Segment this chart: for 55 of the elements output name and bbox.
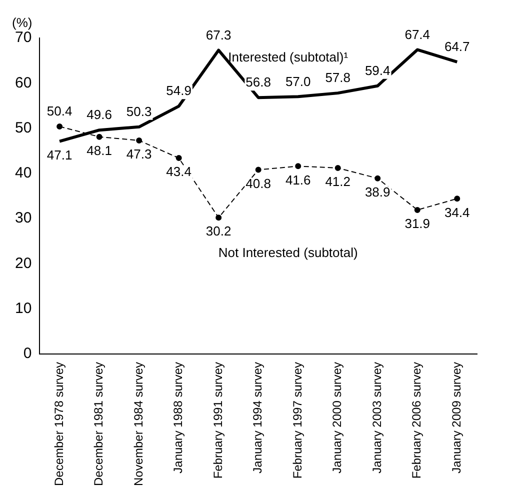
- x-tick-label: January 1988 survey: [171, 362, 186, 474]
- point: [255, 166, 262, 173]
- data-label: 56.8: [246, 74, 271, 90]
- data-label: 48.1: [86, 142, 112, 158]
- data-label: 57.8: [325, 70, 351, 86]
- data-label: 40.8: [246, 176, 271, 191]
- y-tick-label: 70: [14, 29, 32, 46]
- y-tick-label: 40: [14, 164, 32, 182]
- x-tick-label: January 2003 survey: [370, 362, 384, 474]
- point: [454, 196, 460, 202]
- x-tick-label: February 2006 survey: [410, 362, 424, 479]
- data-label: 30.2: [206, 224, 232, 239]
- point: [374, 175, 381, 182]
- y-tick-label: 20: [14, 254, 32, 272]
- data-label: 49.6: [86, 107, 112, 122]
- data-label: 67.3: [206, 27, 232, 42]
- data-label: 64.7: [444, 39, 470, 54]
- data-label: 34.4: [444, 204, 470, 220]
- y-tick-label: 30: [14, 210, 32, 227]
- x-tick-label: December 1981 survey: [92, 362, 106, 486]
- x-tick-label: January 1994 survey: [250, 362, 265, 474]
- y-tick-label: 10: [14, 300, 32, 317]
- x-tick-label: November 1984 survey: [131, 362, 146, 486]
- data-label: 47.1: [46, 147, 72, 162]
- y-axis-title: (%): [12, 15, 32, 30]
- data-label: 47.3: [126, 146, 152, 162]
- point: [176, 155, 182, 162]
- y-tick-label: 0: [23, 345, 32, 362]
- point: [136, 137, 142, 144]
- series-label: Not Interested (subtotal): [218, 245, 358, 260]
- data-label: 41.2: [325, 174, 351, 190]
- point: [414, 206, 420, 213]
- data-label: 50.4: [46, 104, 72, 119]
- data-label: 50.3: [126, 104, 152, 119]
- point: [334, 164, 341, 171]
- x-tick-label: February 1991 survey: [210, 362, 225, 479]
- data-label: 59.4: [364, 62, 390, 78]
- data-label: 43.4: [166, 164, 192, 180]
- data-label: 41.6: [285, 172, 311, 188]
- data-label: 57.0: [285, 74, 311, 89]
- x-tick-label: December 1978 survey: [52, 362, 66, 486]
- data-label: 54.9: [166, 83, 192, 98]
- point: [216, 214, 222, 221]
- point: [96, 134, 102, 140]
- data-label: 31.9: [404, 216, 430, 232]
- x-tick-label: January 2000 survey: [330, 362, 344, 474]
- y-tick-label: 50: [14, 119, 32, 136]
- data-label: 67.4: [404, 26, 430, 42]
- series-label: Interested (subtotal)¹: [228, 49, 349, 64]
- x-tick-label: February 1997 survey: [290, 362, 304, 479]
- data-label: 38.9: [364, 184, 390, 200]
- point: [295, 163, 302, 170]
- y-tick-label: 60: [14, 74, 32, 92]
- point: [56, 123, 63, 130]
- x-tick-label: January 2009 survey: [449, 362, 464, 474]
